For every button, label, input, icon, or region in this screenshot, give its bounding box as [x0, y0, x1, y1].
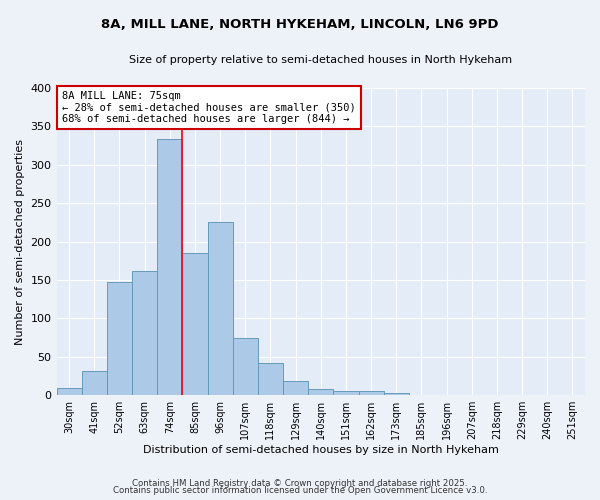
Title: Size of property relative to semi-detached houses in North Hykeham: Size of property relative to semi-detach… [129, 55, 512, 65]
Text: 8A, MILL LANE, NORTH HYKEHAM, LINCOLN, LN6 9PD: 8A, MILL LANE, NORTH HYKEHAM, LINCOLN, L… [101, 18, 499, 30]
Text: Contains public sector information licensed under the Open Government Licence v3: Contains public sector information licen… [113, 486, 487, 495]
Bar [283, 382, 308, 395]
Bar [258, 363, 283, 395]
Bar [157, 140, 182, 395]
Bar [383, 393, 409, 395]
Bar [233, 338, 258, 395]
Bar [56, 388, 82, 395]
Y-axis label: Number of semi-detached properties: Number of semi-detached properties [15, 138, 25, 344]
Bar [107, 282, 132, 395]
Bar [182, 253, 208, 395]
Bar [208, 222, 233, 395]
Bar [308, 389, 334, 395]
Bar [334, 390, 359, 395]
X-axis label: Distribution of semi-detached houses by size in North Hykeham: Distribution of semi-detached houses by … [143, 445, 499, 455]
Bar [359, 392, 383, 395]
Text: Contains HM Land Registry data © Crown copyright and database right 2025.: Contains HM Land Registry data © Crown c… [132, 478, 468, 488]
Bar [132, 271, 157, 395]
Text: 8A MILL LANE: 75sqm
← 28% of semi-detached houses are smaller (350)
68% of semi-: 8A MILL LANE: 75sqm ← 28% of semi-detach… [62, 91, 356, 124]
Bar [82, 370, 107, 395]
